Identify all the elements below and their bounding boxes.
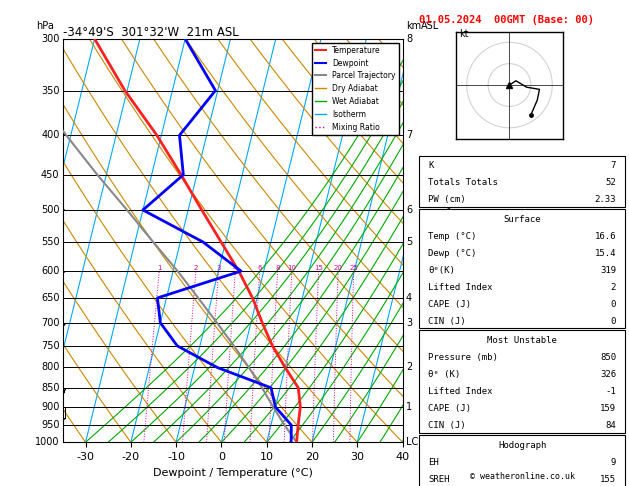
Text: 6: 6 [406, 205, 412, 215]
Text: 84: 84 [606, 421, 616, 430]
Text: kt: kt [459, 29, 469, 39]
Text: CAPE (J): CAPE (J) [428, 404, 471, 413]
Text: 900: 900 [41, 402, 60, 412]
Text: K: K [428, 161, 433, 170]
Text: 3: 3 [216, 265, 221, 271]
Bar [420, 435, 625, 486]
Text: PW (cm): PW (cm) [428, 195, 465, 204]
Text: Hodograph: Hodograph [498, 441, 546, 450]
Text: Dewp (°C): Dewp (°C) [428, 249, 476, 258]
Text: 550: 550 [41, 237, 60, 247]
Text: CIN (J): CIN (J) [428, 421, 465, 430]
Bar [420, 330, 625, 433]
Text: 1: 1 [406, 402, 412, 412]
Text: 0: 0 [611, 300, 616, 309]
Text: Lifted Index: Lifted Index [428, 283, 493, 292]
Legend: Temperature, Dewpoint, Parcel Trajectory, Dry Adiabat, Wet Adiabat, Isotherm, Mi: Temperature, Dewpoint, Parcel Trajectory… [311, 43, 399, 135]
Text: 9: 9 [611, 458, 616, 467]
Text: Totals Totals: Totals Totals [428, 178, 498, 187]
Bar [420, 156, 625, 207]
Text: 155: 155 [600, 475, 616, 484]
Text: 20: 20 [334, 265, 343, 271]
Text: Pressure (mb): Pressure (mb) [428, 353, 498, 362]
Text: 7: 7 [611, 161, 616, 170]
Text: 4: 4 [233, 265, 238, 271]
Text: 8: 8 [276, 265, 280, 271]
Text: Temp (°C): Temp (°C) [428, 232, 476, 241]
Text: θᵉ (K): θᵉ (K) [428, 370, 460, 379]
Text: 750: 750 [41, 341, 60, 351]
Text: 5: 5 [406, 237, 412, 247]
Text: 25: 25 [349, 265, 358, 271]
Text: 2.33: 2.33 [594, 195, 616, 204]
Text: 326: 326 [600, 370, 616, 379]
Text: 10: 10 [287, 265, 296, 271]
Text: LCL: LCL [406, 437, 424, 447]
Text: 01.05.2024  00GMT (Base: 00): 01.05.2024 00GMT (Base: 00) [420, 15, 594, 25]
Text: 2: 2 [194, 265, 198, 271]
Text: hPa: hPa [36, 21, 53, 31]
Text: 159: 159 [600, 404, 616, 413]
Bar [420, 209, 625, 328]
Text: 6: 6 [257, 265, 262, 271]
Text: 450: 450 [41, 170, 60, 180]
Text: 350: 350 [41, 86, 60, 96]
Text: km: km [406, 21, 421, 31]
Text: 16.6: 16.6 [594, 232, 616, 241]
Text: 2: 2 [611, 283, 616, 292]
Text: 950: 950 [41, 420, 60, 430]
Text: 2: 2 [406, 363, 412, 372]
Text: 319: 319 [600, 266, 616, 275]
Text: 1: 1 [157, 265, 162, 271]
Text: 850: 850 [600, 353, 616, 362]
Text: 400: 400 [41, 130, 60, 140]
Text: 15.4: 15.4 [594, 249, 616, 258]
Text: 800: 800 [41, 363, 60, 372]
Text: Mixing Ratio (g/kg): Mixing Ratio (g/kg) [445, 194, 455, 287]
Text: -1: -1 [606, 387, 616, 396]
Text: CAPE (J): CAPE (J) [428, 300, 471, 309]
Text: -34°49'S  301°32'W  21m ASL: -34°49'S 301°32'W 21m ASL [63, 26, 238, 39]
Text: 4: 4 [406, 293, 412, 303]
Text: Surface: Surface [503, 215, 541, 224]
Text: 700: 700 [41, 318, 60, 328]
X-axis label: Dewpoint / Temperature (°C): Dewpoint / Temperature (°C) [153, 468, 313, 478]
Text: 500: 500 [41, 205, 60, 215]
Text: 8: 8 [406, 34, 412, 44]
Text: 3: 3 [406, 318, 412, 328]
Text: Most Unstable: Most Unstable [487, 336, 557, 345]
Text: Lifted Index: Lifted Index [428, 387, 493, 396]
Text: CIN (J): CIN (J) [428, 317, 465, 326]
Text: 52: 52 [606, 178, 616, 187]
Text: © weatheronline.co.uk: © weatheronline.co.uk [470, 472, 574, 481]
Text: 7: 7 [406, 130, 412, 140]
Text: θᵉ(K): θᵉ(K) [428, 266, 455, 275]
Text: 1000: 1000 [35, 437, 60, 447]
Text: 300: 300 [41, 34, 60, 44]
Text: 0: 0 [611, 317, 616, 326]
Text: 650: 650 [41, 293, 60, 303]
Text: EH: EH [428, 458, 438, 467]
Text: SREH: SREH [428, 475, 450, 484]
Text: 600: 600 [41, 266, 60, 276]
Text: 15: 15 [314, 265, 323, 271]
Text: 850: 850 [41, 383, 60, 393]
Text: ASL: ASL [421, 21, 440, 31]
